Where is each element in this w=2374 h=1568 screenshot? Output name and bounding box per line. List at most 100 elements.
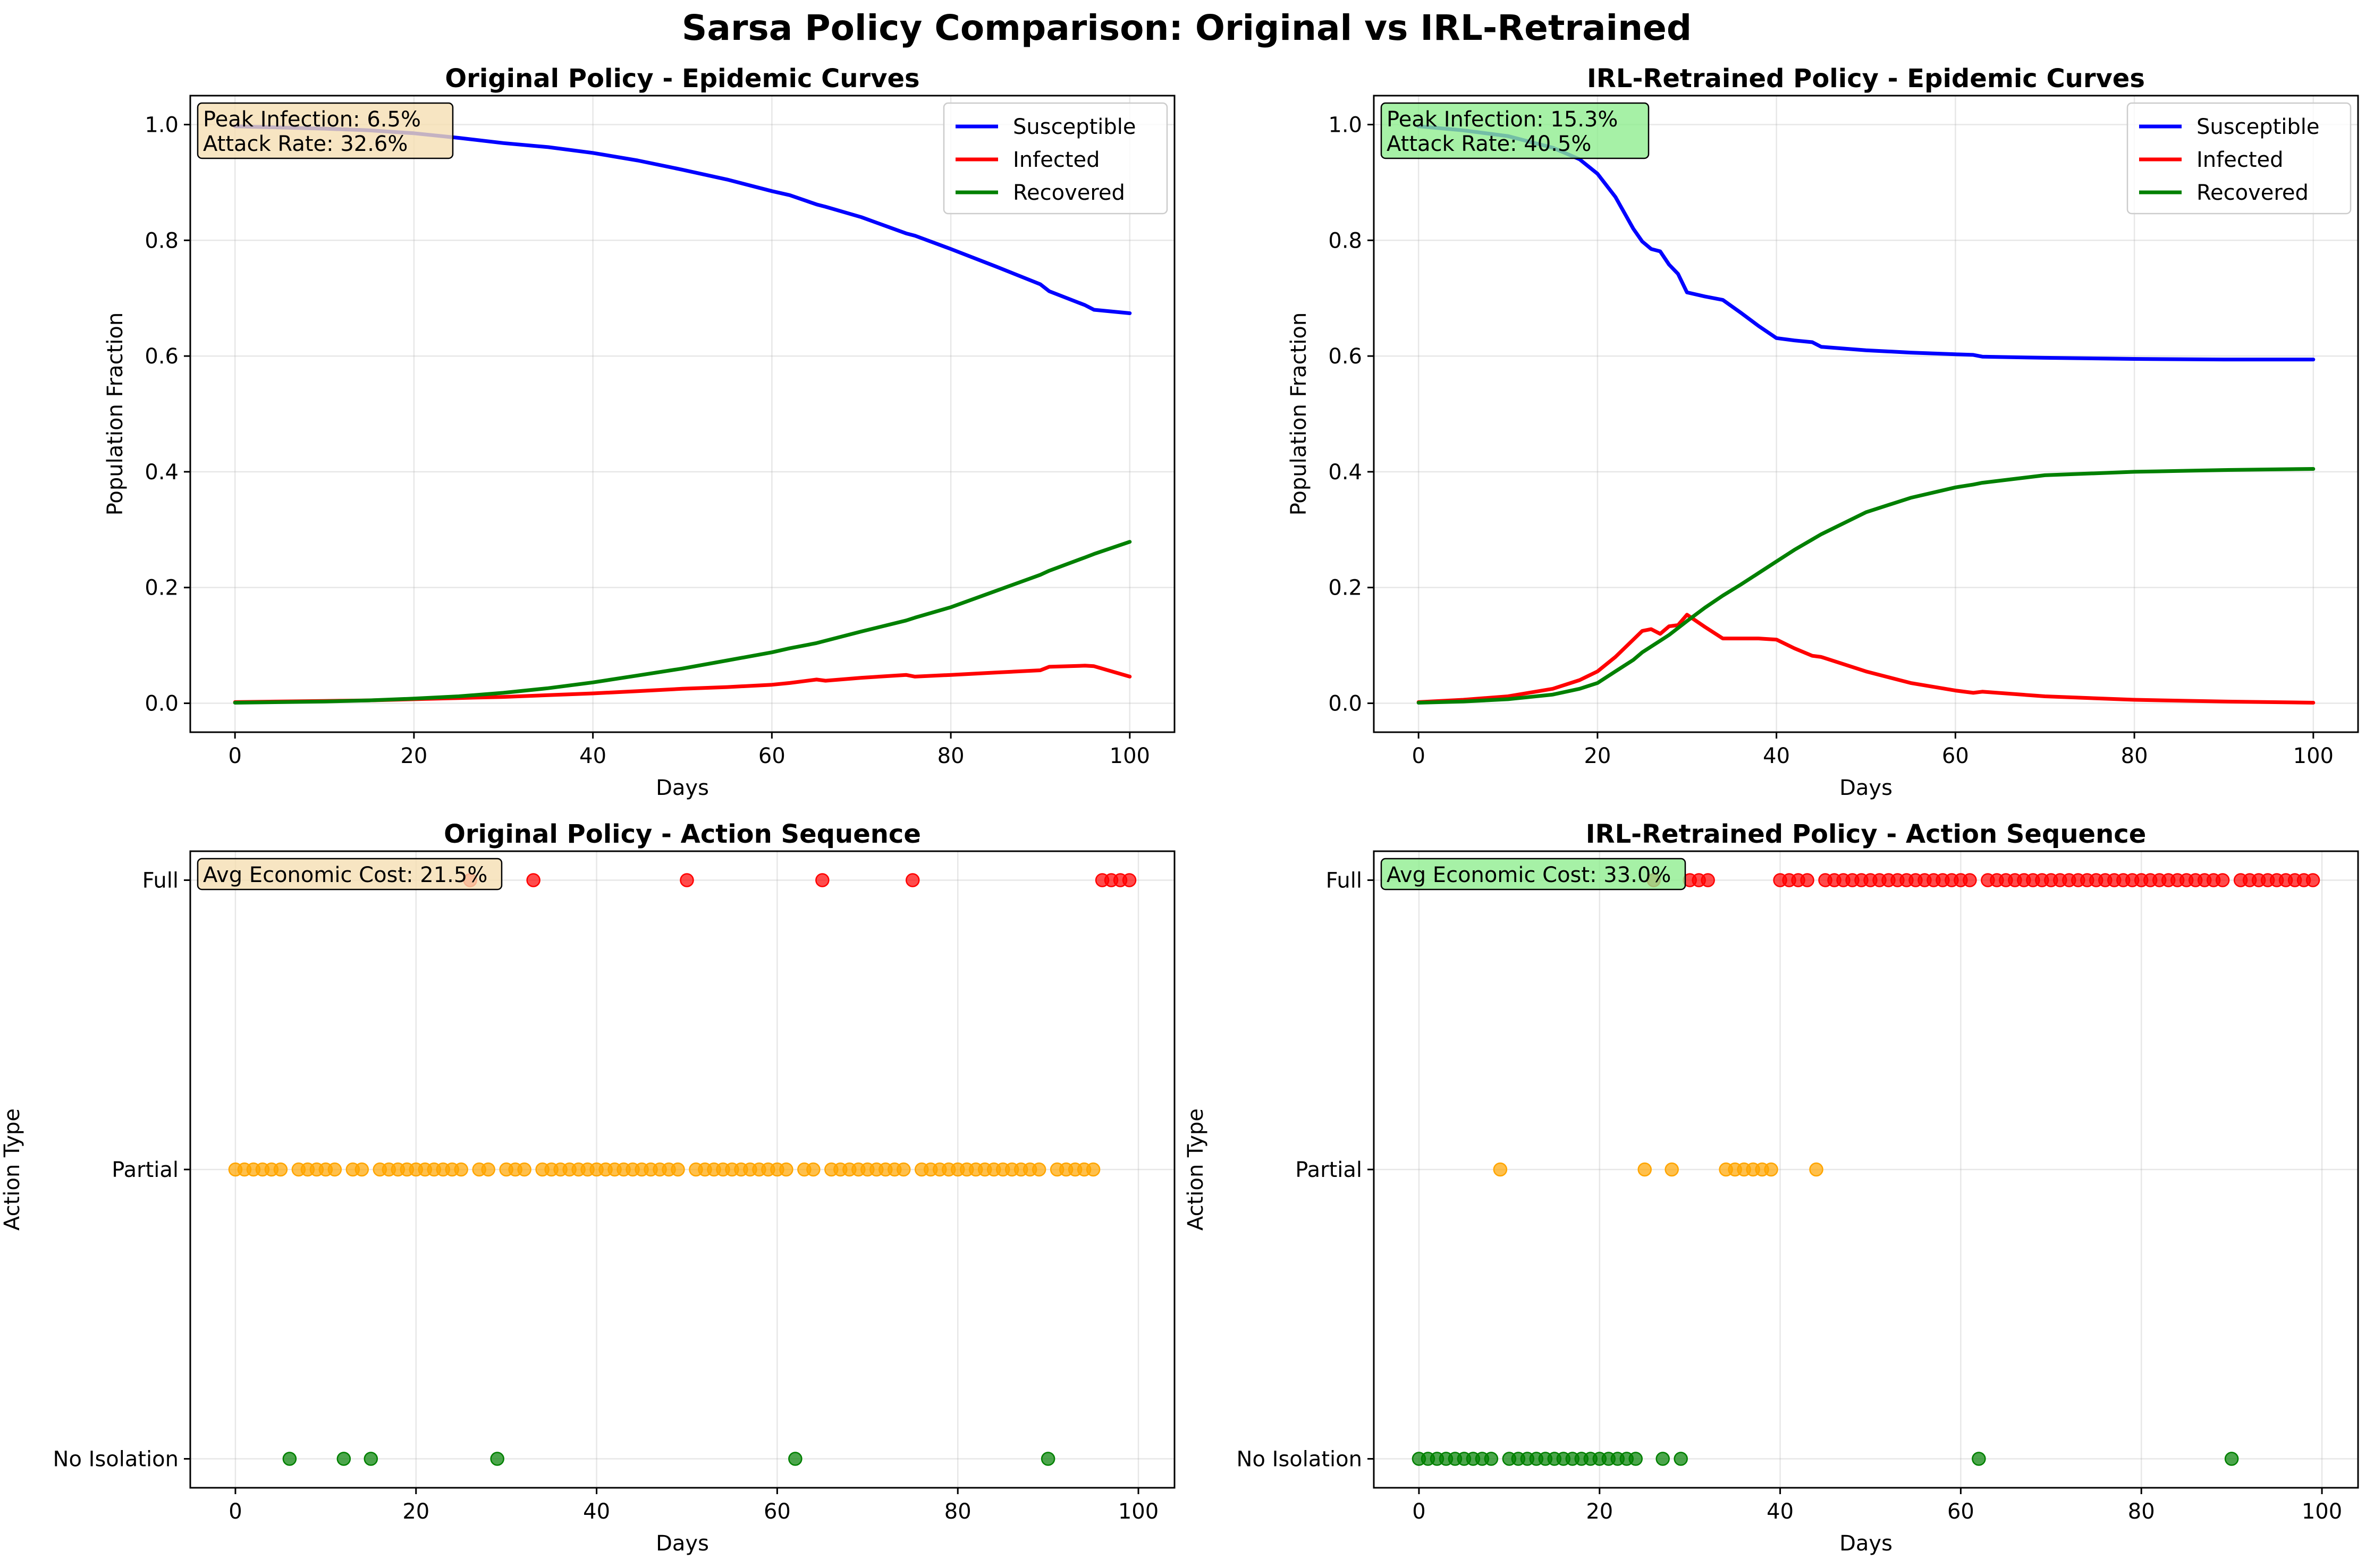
annotation-background — [1380, 102, 1650, 159]
action-point-no-isolation — [1484, 1452, 1499, 1466]
annotation-background — [1380, 858, 1686, 891]
x-tick-label: 80 — [944, 1499, 971, 1524]
x-tick-label: 60 — [758, 744, 785, 768]
panel-title: IRL-Retrained Policy - Action Sequence — [1586, 819, 2147, 849]
action-point-no-isolation — [490, 1452, 504, 1466]
x-tick-label: 60 — [1942, 744, 1969, 768]
legend-frame — [2126, 102, 2352, 215]
action-point-no-isolation — [788, 1452, 802, 1466]
x-tick-label: 40 — [579, 744, 606, 768]
action-point-full — [680, 873, 694, 887]
action-point-no-isolation — [336, 1452, 351, 1466]
action-point-partial — [779, 1162, 793, 1177]
action-point-partial — [354, 1162, 369, 1177]
series-line-recovered — [233, 540, 1132, 705]
panel-2: 0 20 40 60 80 100 0.0 0.2 0.4 0.6 0.8 1.0 IRL-Retrai… — [1287, 64, 2359, 800]
annotation-box: Peak Infection: 6.5%Attack Rate: 32.6% — [197, 102, 454, 159]
x-tick-label: 60 — [1947, 1499, 1974, 1524]
y-tick-label: 1.0 — [145, 113, 179, 137]
axes-frame — [1373, 850, 2359, 1489]
legend: Susceptible Infected Recovered — [943, 102, 1168, 215]
annotation-box: Avg Economic Cost: 21.5% — [197, 858, 503, 891]
annotation-text: Peak Infection: 15.3% — [1387, 107, 1618, 132]
action-point-partial — [1493, 1162, 1508, 1177]
plot-marks — [1416, 124, 2316, 705]
action-point-full — [1800, 873, 1814, 887]
action-point-full — [1963, 873, 1977, 887]
plot-marks — [1412, 873, 2320, 1466]
action-point-no-isolation — [1628, 1452, 1643, 1466]
action-point-full — [906, 873, 920, 887]
legend-frame — [943, 102, 1168, 215]
y-tick-label: 0.4 — [145, 460, 179, 485]
annotation-text: Avg Economic Cost: 21.5% — [203, 863, 487, 887]
action-point-partial — [517, 1162, 531, 1177]
y-tick-label: 0.8 — [1328, 228, 1362, 253]
action-point-no-isolation — [364, 1452, 378, 1466]
y-axis-label: Population Fraction — [103, 312, 128, 516]
series-line-recovered — [1416, 467, 2316, 705]
y-tick-label: 0.4 — [1328, 460, 1362, 485]
panel-1: 0 20 40 60 80 100 0.0 0.2 0.4 0.6 0.8 1.0 Original P… — [103, 64, 1176, 800]
action-point-partial — [806, 1162, 821, 1177]
x-axis-label: Days — [656, 1531, 709, 1556]
x-tick-label: 0 — [229, 1499, 242, 1524]
action-point-partial — [1809, 1162, 1823, 1177]
figure-title: Sarsa Policy Comparison: Original vs IRL… — [682, 7, 1692, 48]
plot-marks — [228, 873, 1137, 1466]
y-axis-label: Action Type — [1184, 1108, 1208, 1231]
action-point-no-isolation — [282, 1452, 297, 1466]
legend-label: Recovered — [1013, 181, 1125, 205]
y-tick-label: 1.0 — [1328, 113, 1362, 137]
action-point-full — [1701, 873, 1715, 887]
panel-title: Original Policy - Action Sequence — [444, 819, 921, 849]
y-tick-label: 0.8 — [145, 228, 179, 253]
action-point-no-isolation — [1655, 1452, 1670, 1466]
y-tick-label: 0.0 — [1328, 692, 1362, 716]
action-point-full — [815, 873, 830, 887]
x-axis-label: Days — [1839, 776, 1893, 800]
y-tick-label: Full — [1326, 868, 1362, 893]
action-point-partial — [1764, 1162, 1778, 1177]
x-axis-label: Days — [656, 776, 709, 800]
annotation-box: Avg Economic Cost: 33.0% — [1380, 858, 1686, 891]
action-point-full — [526, 873, 540, 887]
x-tick-label: 100 — [1110, 744, 1150, 768]
action-point-no-isolation — [2224, 1452, 2239, 1466]
panel-title: IRL-Retrained Policy - Epidemic Curves — [1587, 64, 2145, 94]
axes-frame — [1373, 95, 2359, 733]
action-point-partial — [1637, 1162, 1652, 1177]
series-line-susceptible — [1416, 124, 2316, 362]
action-point-full — [1122, 873, 1137, 887]
y-tick-label: 0.2 — [1328, 576, 1362, 600]
x-tick-label: 0 — [1412, 744, 1425, 768]
y-tick-label: 0.6 — [145, 344, 179, 369]
action-point-partial — [1086, 1162, 1101, 1177]
axes-frame — [189, 95, 1176, 733]
y-axis-label: Population Fraction — [1287, 312, 1311, 516]
x-tick-label: 100 — [1118, 1499, 1159, 1524]
axes-frame — [189, 850, 1176, 1489]
x-tick-label: 80 — [937, 744, 965, 768]
x-tick-label: 40 — [1763, 744, 1790, 768]
action-point-no-isolation — [1674, 1452, 1688, 1466]
x-tick-label: 0 — [228, 744, 241, 768]
panel-4: 0 20 40 60 80 100 No Isolation Partial Full IRL-R… — [1184, 819, 2359, 1556]
y-tick-label: Partial — [1295, 1158, 1362, 1182]
action-point-partial — [671, 1162, 685, 1177]
action-point-partial — [273, 1162, 288, 1177]
x-axis-label: Days — [1839, 1531, 1893, 1556]
annotation-box: Peak Infection: 15.3%Attack Rate: 40.5% — [1380, 102, 1650, 159]
annotation-text: Attack Rate: 40.5% — [1387, 132, 1591, 156]
annotation-text: Attack Rate: 32.6% — [203, 132, 408, 156]
legend-label: Recovered — [2196, 181, 2309, 205]
panel-title: Original Policy - Epidemic Curves — [445, 64, 919, 94]
x-tick-label: 40 — [1767, 1499, 1794, 1524]
action-point-partial — [454, 1162, 468, 1177]
annotation-text: Avg Economic Cost: 33.0% — [1387, 863, 1671, 887]
action-point-partial — [1032, 1162, 1046, 1177]
panel-3: 0 20 40 60 80 100 No Isolation Partial Full Origi… — [0, 819, 1176, 1556]
x-tick-label: 20 — [1584, 744, 1611, 768]
